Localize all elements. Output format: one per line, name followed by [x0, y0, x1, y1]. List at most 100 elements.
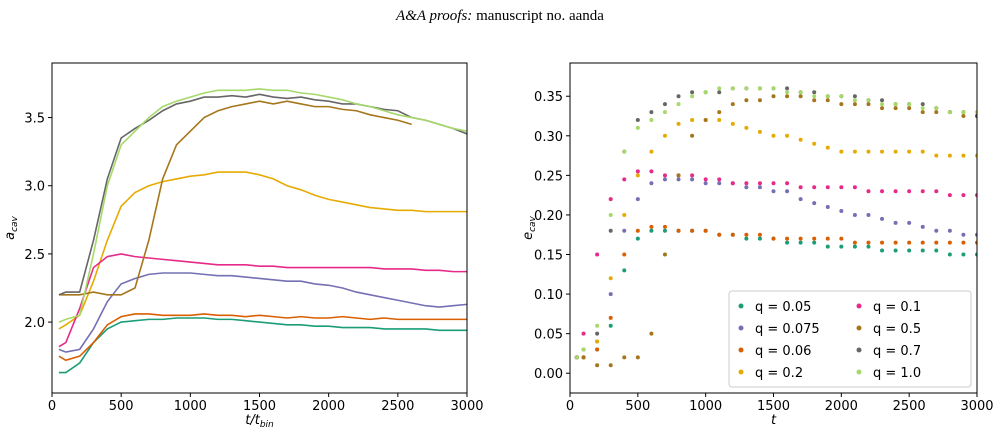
legend-label: q = 0.06 — [755, 344, 811, 359]
point — [662, 102, 667, 107]
point — [907, 220, 912, 225]
point — [852, 244, 857, 249]
point — [581, 347, 586, 352]
legend-label: q = 0.075 — [755, 322, 820, 337]
point — [622, 355, 627, 360]
x-label-main: t — [771, 413, 777, 428]
point — [649, 228, 654, 233]
point — [961, 252, 966, 257]
series-line — [58, 272, 467, 353]
point — [880, 98, 885, 103]
point — [635, 228, 640, 233]
point — [649, 181, 654, 186]
point — [662, 173, 667, 178]
point — [703, 177, 708, 182]
point — [744, 232, 749, 237]
point — [785, 181, 790, 186]
y-tick-label: 0.00 — [534, 367, 563, 382]
y-tick-label: 3.5 — [24, 112, 45, 127]
x-tick-label: 1500 — [757, 399, 790, 414]
point — [880, 216, 885, 221]
point — [812, 90, 817, 95]
point — [622, 268, 627, 273]
point — [676, 121, 681, 126]
point — [757, 86, 762, 91]
point — [744, 98, 749, 103]
point — [635, 173, 640, 178]
x-tick-label: 0 — [566, 399, 574, 414]
point — [649, 224, 654, 229]
point — [662, 224, 667, 229]
point — [730, 121, 735, 126]
point — [730, 102, 735, 107]
point — [880, 240, 885, 245]
point — [934, 153, 939, 158]
x-tick-label: 1000 — [689, 399, 722, 414]
x-tick-label: 3000 — [450, 399, 483, 414]
point — [812, 98, 817, 103]
point — [730, 181, 735, 186]
point — [866, 98, 871, 103]
point — [757, 181, 762, 186]
point — [676, 102, 681, 107]
point — [825, 185, 830, 190]
point — [690, 94, 695, 99]
point — [717, 110, 722, 115]
point — [703, 117, 708, 122]
point — [920, 189, 925, 194]
point — [893, 220, 898, 225]
point — [771, 94, 776, 99]
plot-area: 0 500 1000 1500 2000 2500 3000 0.00 0.05 0.10 0.15… — [521, 62, 994, 428]
point — [866, 189, 871, 194]
point — [798, 240, 803, 245]
journal: A&A proofs: — [395, 8, 472, 24]
x-tick-label: 2000 — [312, 399, 345, 414]
point — [934, 240, 939, 245]
point — [812, 240, 817, 245]
point — [825, 145, 830, 150]
y-label-main: a — [3, 232, 18, 240]
point — [812, 236, 817, 241]
point — [920, 248, 925, 253]
point — [649, 117, 654, 122]
point — [798, 90, 803, 95]
x-tick-label: 3000 — [960, 399, 993, 414]
point — [907, 149, 912, 154]
point — [785, 240, 790, 245]
point — [839, 149, 844, 154]
point — [622, 212, 627, 217]
point — [595, 331, 600, 336]
point — [785, 90, 790, 95]
point — [852, 240, 857, 245]
point — [785, 189, 790, 194]
point — [703, 181, 708, 186]
point — [690, 228, 695, 233]
point — [785, 236, 790, 241]
point — [649, 169, 654, 174]
point — [920, 110, 925, 115]
point — [825, 236, 830, 241]
point — [635, 355, 640, 360]
point — [852, 94, 857, 99]
point — [893, 248, 898, 253]
point — [934, 106, 939, 111]
point — [920, 149, 925, 154]
y-tick-label: 0.15 — [534, 249, 563, 264]
legend-marker — [738, 347, 744, 353]
point — [744, 86, 749, 91]
y-tick-label: 0.25 — [534, 169, 563, 184]
point — [717, 181, 722, 186]
point — [961, 240, 966, 245]
series-group — [58, 88, 467, 374]
point — [839, 94, 844, 99]
point — [690, 90, 695, 95]
point — [825, 205, 830, 210]
legend-label: q = 0.05 — [755, 300, 811, 315]
point — [608, 228, 613, 233]
legend-marker — [856, 303, 862, 309]
point — [744, 181, 749, 186]
point — [595, 363, 600, 368]
point — [907, 102, 912, 107]
point — [730, 232, 735, 237]
point — [771, 181, 776, 186]
